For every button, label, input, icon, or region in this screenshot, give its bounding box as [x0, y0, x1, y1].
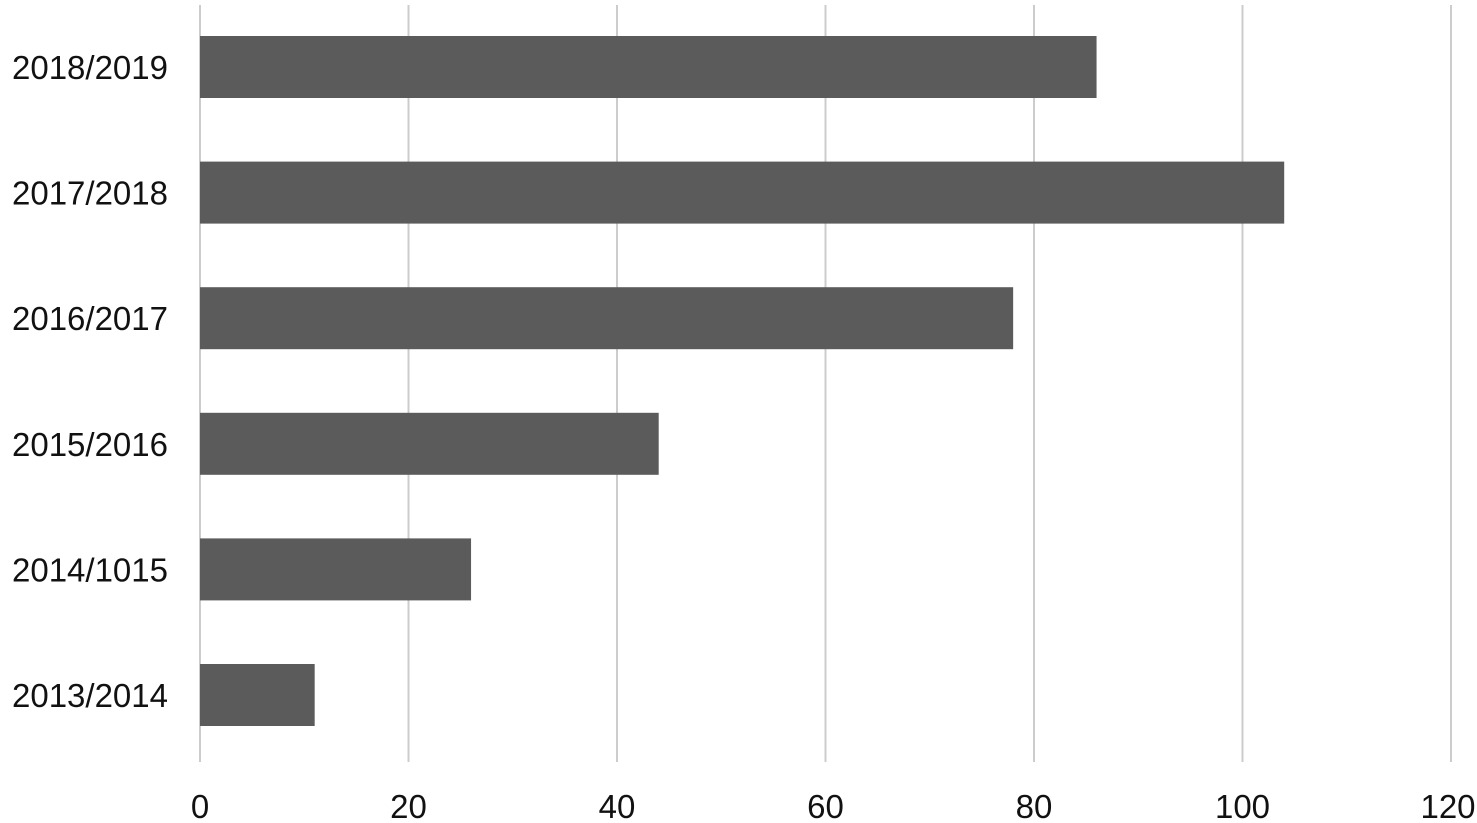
bar-2014-1015 [200, 538, 472, 601]
bars [200, 36, 1285, 726]
category-label: 2013/2014 [12, 677, 168, 714]
category-labels: 2018/2019 2017/2018 2016/2017 2015/2016 2014… [12, 49, 168, 714]
bar-2017-2018 [200, 161, 1285, 224]
category-label: 2016/2017 [12, 300, 168, 337]
bar-2018-2019 [200, 36, 1097, 98]
category-label: 2017/2018 [12, 175, 168, 212]
category-label: 2014/1015 [12, 551, 168, 588]
x-tick-label: 20 [390, 788, 427, 823]
x-tick-label: 0 [191, 788, 209, 823]
x-tick-label: 80 [1016, 788, 1053, 823]
x-tick-label: 120 [1420, 788, 1475, 823]
x-tick-label: 100 [1215, 788, 1270, 823]
category-label: 2015/2016 [12, 426, 168, 463]
bar-2016-2017 [200, 287, 1014, 350]
x-tick-label: 60 [807, 788, 844, 823]
bar-2013-2014 [200, 664, 315, 726]
category-label: 2018/2019 [12, 49, 168, 86]
x-tick-label: 40 [599, 788, 636, 823]
bar-2015-2016 [200, 412, 659, 475]
x-axis-tick-labels: 0 20 40 60 80 100 120 [191, 788, 1476, 823]
grid-lines [199, 5, 1452, 762]
